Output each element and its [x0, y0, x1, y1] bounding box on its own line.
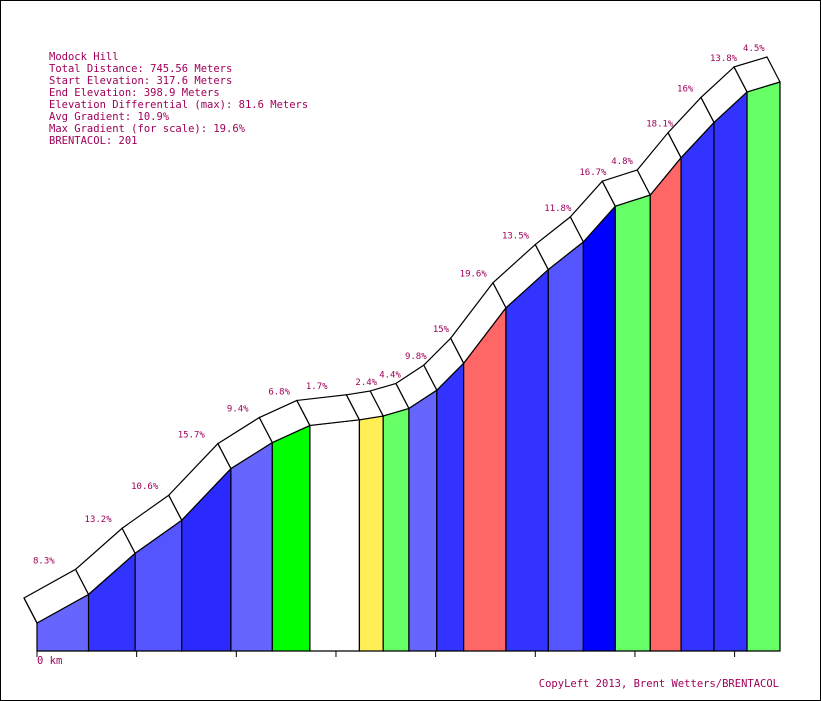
ribbon-start-edge [23, 597, 38, 624]
info-line: BRENTACOL: 201 [49, 135, 138, 147]
gradient-label: 10.6% [131, 482, 159, 492]
gradient-label: 8.3% [33, 556, 55, 566]
gradient-label: 13.8% [710, 54, 738, 64]
chart-title: Modock Hill [49, 51, 119, 63]
gradient-bar [505, 268, 549, 652]
info-line: Avg Gradient: 10.9% [49, 111, 170, 123]
gradient-label: 6.8% [268, 387, 290, 397]
gradient-label: 16% [677, 84, 694, 94]
gradient-label: 18.1% [646, 120, 674, 130]
info-line: Max Gradient (for scale): 19.6% [49, 123, 246, 135]
gradient-label: 13.2% [85, 515, 113, 525]
footer-copyleft: CopyLeft 2013, Brent Wetters/BRENTACOL [539, 678, 779, 690]
gradient-bar [582, 204, 616, 652]
gradient-bar [680, 120, 715, 652]
gradient-bar [230, 441, 273, 652]
gradient-bar [436, 361, 465, 652]
gradient-label: 11.8% [544, 204, 572, 214]
gradient-bar [746, 81, 781, 652]
road-ribbon-segment [733, 56, 781, 93]
gradient-bar [547, 240, 584, 652]
gradient-label: 4.8% [611, 157, 633, 167]
gradient-label: 4.4% [379, 370, 401, 380]
x-start-label: 0 km [37, 655, 62, 667]
info-line: Elevation Differential (max): 81.6 Meter… [49, 99, 308, 111]
gradient-bar [614, 194, 651, 652]
info-line: Total Distance: 745.56 Meters [49, 63, 232, 75]
gradient-label: 2.4% [355, 378, 377, 388]
gradient-label: 1.7% [306, 382, 328, 392]
gradient-label: 4.5% [743, 44, 765, 54]
gradient-label: 13.5% [502, 232, 530, 242]
gradient-bar [463, 305, 507, 652]
gradient-label: 9.8% [405, 352, 427, 362]
gradient-bar [309, 419, 361, 652]
road-ribbon [23, 56, 781, 624]
info-line: End Elevation: 398.9 Meters [49, 87, 220, 99]
info-block: Modock Hill Total Distance: 745.56 Meter… [49, 51, 308, 147]
gradient-labels: 8.3% 13.2% 10.6% 15.7% 9.4% 6.8% 1.7% 2.4%4.4% 9… [33, 44, 765, 566]
gradient-bar [382, 407, 410, 652]
gradient-label: 9.4% [227, 405, 249, 415]
gradient-bar [649, 156, 682, 652]
gradient-label: 19.6% [460, 270, 488, 280]
gradient-bar [408, 389, 438, 652]
x-axis [36, 650, 780, 657]
gradient-bar [713, 90, 748, 652]
gradient-label: 15.7% [178, 431, 206, 441]
info-line: Start Elevation: 317.6 Meters [49, 75, 232, 87]
gradient-label: 15% [433, 325, 450, 335]
gradient-label: 16.7% [579, 168, 607, 178]
gradient-bars [36, 81, 781, 652]
gradient-bar [358, 415, 384, 652]
gradient-bar [271, 424, 311, 652]
